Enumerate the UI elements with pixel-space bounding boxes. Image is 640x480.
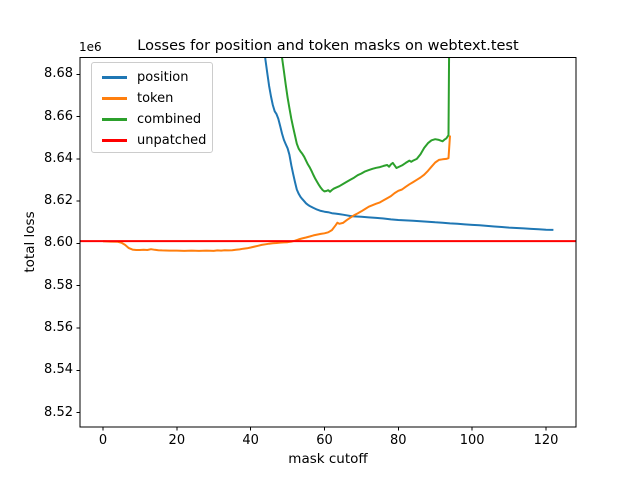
legend-item-unpatched: unpatched [98, 130, 206, 151]
legend-line-sample [102, 97, 127, 100]
legend-item-position: position [98, 67, 206, 88]
y-tick-label: 8.54 [44, 362, 73, 378]
y-tick-label: 8.60 [44, 235, 73, 251]
y-tick-label: 8.64 [44, 150, 73, 166]
series-token [102, 135, 451, 252]
y-tick-label: 8.66 [44, 108, 73, 124]
legend-line-sample [102, 76, 127, 79]
x-tick-label: 60 [316, 433, 333, 448]
legend-item-combined: combined [98, 109, 206, 130]
chart-title: Losses for position and token masks on w… [137, 38, 519, 54]
x-tick-label: 80 [390, 433, 407, 448]
series-position [264, 57, 554, 231]
legend-item-token: token [98, 88, 206, 109]
x-tick-label: 0 [98, 433, 108, 448]
legend-line-sample [102, 139, 127, 142]
series-combined [281, 57, 451, 193]
y-tick-label: 8.68 [44, 66, 73, 82]
y-tick-label: 8.62 [44, 193, 73, 209]
y-tick-label: 8.58 [44, 277, 73, 293]
axes-spines [79, 57, 577, 428]
legend-label: unpatched [137, 132, 207, 148]
x-tick-label: 40 [242, 433, 259, 448]
legend-label: token [137, 90, 174, 106]
legend-line-sample [102, 118, 127, 121]
y-tick-label: 8.52 [44, 404, 73, 420]
x-axis-label: mask cutoff [288, 451, 368, 467]
y-tick-label: 8.56 [44, 320, 73, 336]
x-tick-label: 20 [168, 433, 186, 448]
x-tick-label: 120 [533, 433, 559, 448]
legend-label: position [137, 69, 189, 85]
y-axis-offset-label: 1e6 [79, 40, 102, 54]
legend: position token combined unpatched [91, 62, 213, 153]
legend-label: combined [137, 111, 202, 127]
x-tick-label: 100 [459, 433, 485, 448]
